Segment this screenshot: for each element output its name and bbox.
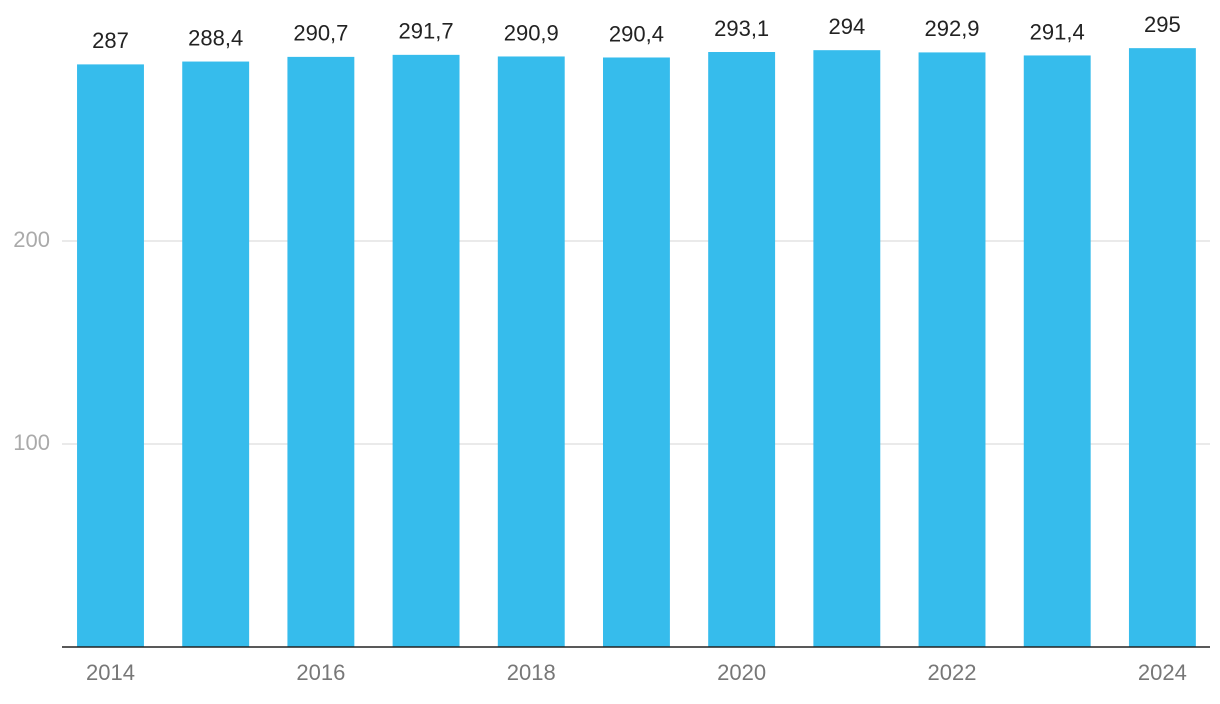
bar bbox=[813, 50, 881, 648]
bar bbox=[392, 54, 460, 647]
bar bbox=[182, 61, 250, 648]
y-tick-label: 200 bbox=[13, 227, 50, 252]
x-tick-label: 2018 bbox=[507, 660, 556, 685]
x-tick-label: 2022 bbox=[928, 660, 977, 685]
y-tick-label: 100 bbox=[13, 430, 50, 455]
x-tick-label: 2024 bbox=[1138, 660, 1187, 685]
bar bbox=[1023, 55, 1091, 647]
value-label: 290,7 bbox=[293, 21, 348, 46]
bar bbox=[77, 64, 144, 647]
value-label: 291,7 bbox=[399, 19, 454, 44]
value-label: 288,4 bbox=[188, 25, 243, 50]
x-tick-label: 2016 bbox=[296, 660, 345, 685]
value-label: 290,4 bbox=[609, 21, 664, 46]
value-label: 292,9 bbox=[924, 16, 979, 41]
x-tick-label: 2020 bbox=[717, 660, 766, 685]
bar bbox=[918, 52, 986, 647]
value-label: 287 bbox=[92, 28, 129, 53]
bar bbox=[602, 57, 670, 648]
x-tick-label: 2014 bbox=[86, 660, 135, 685]
value-label: 295 bbox=[1144, 12, 1181, 37]
bar bbox=[287, 56, 355, 647]
bar bbox=[708, 52, 776, 647]
bar bbox=[1128, 48, 1196, 647]
value-label: 290,9 bbox=[504, 20, 559, 45]
bar bbox=[497, 56, 565, 647]
value-label: 294 bbox=[828, 14, 865, 39]
value-label: 293,1 bbox=[714, 16, 769, 41]
value-label: 291,4 bbox=[1030, 19, 1085, 44]
